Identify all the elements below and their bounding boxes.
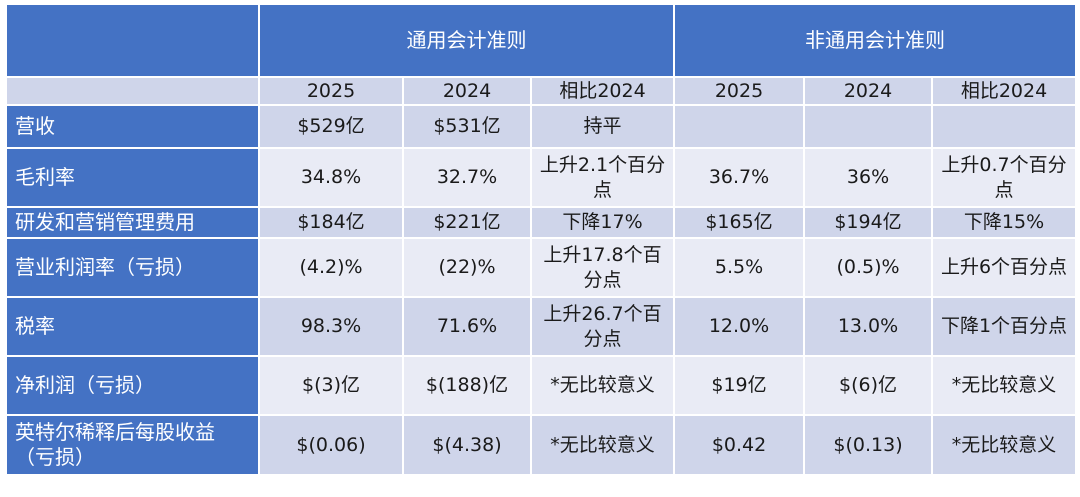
row-label: 英特尔稀释后每股收益（亏损） xyxy=(5,414,260,476)
row-label: 营收 xyxy=(5,104,260,149)
value-cell: 上升17.8个百分点 xyxy=(529,237,676,298)
corner-cell xyxy=(5,3,260,78)
year-header-cell: 2024 xyxy=(803,76,934,106)
value-cell: 71.6% xyxy=(402,296,532,357)
year-header-row: 2025 2024 相比2024 2025 2024 相比2024 xyxy=(5,76,1078,106)
value-cell: 12.0% xyxy=(673,296,806,357)
value-cell: *无比较意义 xyxy=(931,414,1078,476)
table-row: 毛利率 34.8% 32.7% 上升2.1个百分点 36.7% 36% 上升0.… xyxy=(5,147,1078,208)
value-cell: $165亿 xyxy=(673,206,806,239)
non-gaap-header: 非通用会计准则 xyxy=(673,3,1078,78)
table-row: 营业利润率（亏损） (4.2)% (22)% 上升17.8个百分点 5.5% (… xyxy=(5,237,1078,298)
year-corner-cell xyxy=(5,76,260,106)
year-header-cell: 2025 xyxy=(673,76,806,106)
value-cell xyxy=(931,104,1078,149)
value-cell: *无比较意义 xyxy=(529,355,676,416)
value-cell: 下降1个百分点 xyxy=(931,296,1078,357)
value-cell: $(188)亿 xyxy=(402,355,532,416)
table-row: 研发和营销管理费用 $184亿 $221亿 下降17% $165亿 $194亿 … xyxy=(5,206,1078,239)
value-cell xyxy=(803,104,934,149)
financial-comparison-table: 通用会计准则 非通用会计准则 2025 2024 相比2024 2025 202… xyxy=(5,3,1078,476)
value-cell: *无比较意义 xyxy=(529,414,676,476)
table-row: 英特尔稀释后每股收益（亏损） $(0.06) $(4.38) *无比较意义 $0… xyxy=(5,414,1078,476)
value-cell: 5.5% xyxy=(673,237,806,298)
value-cell: $221亿 xyxy=(402,206,532,239)
value-cell: $(0.13) xyxy=(803,414,934,476)
value-cell: 34.8% xyxy=(258,147,404,208)
value-cell: (22)% xyxy=(402,237,532,298)
gaap-header: 通用会计准则 xyxy=(257,3,676,78)
value-cell: 上升6个百分点 xyxy=(931,237,1078,298)
value-cell: $0.42 xyxy=(673,414,806,476)
value-cell: $(6)亿 xyxy=(803,355,934,416)
value-cell: 下降17% xyxy=(529,206,676,239)
value-cell: 36% xyxy=(803,147,934,208)
row-label: 净利润（亏损） xyxy=(5,355,260,416)
year-header-cell: 相比2024 xyxy=(529,76,676,106)
row-label: 毛利率 xyxy=(5,147,260,208)
row-label: 研发和营销管理费用 xyxy=(5,206,260,239)
value-cell: 98.3% xyxy=(258,296,404,357)
table-row: 税率 98.3% 71.6% 上升26.7个百分点 12.0% 13.0% 下降… xyxy=(5,296,1078,357)
value-cell: 13.0% xyxy=(803,296,934,357)
value-cell: *无比较意义 xyxy=(931,355,1078,416)
value-cell: $19亿 xyxy=(673,355,806,416)
year-header-cell: 2024 xyxy=(402,76,532,106)
year-header-cell: 相比2024 xyxy=(931,76,1078,106)
table-row: 净利润（亏损） $(3)亿 $(188)亿 *无比较意义 $19亿 $(6)亿 … xyxy=(5,355,1078,416)
group-header-row: 通用会计准则 非通用会计准则 xyxy=(5,3,1078,78)
value-cell: 持平 xyxy=(529,104,676,149)
value-cell: (4.2)% xyxy=(258,237,404,298)
value-cell: 36.7% xyxy=(673,147,806,208)
value-cell: $531亿 xyxy=(402,104,532,149)
value-cell: 上升0.7个百分点 xyxy=(931,147,1078,208)
value-cell: $184亿 xyxy=(258,206,404,239)
value-cell: 32.7% xyxy=(402,147,532,208)
year-header-cell: 2025 xyxy=(258,76,404,106)
value-cell: 上升26.7个百分点 xyxy=(529,296,676,357)
row-label: 营业利润率（亏损） xyxy=(5,237,260,298)
value-cell: 下降15% xyxy=(931,206,1078,239)
value-cell: $194亿 xyxy=(803,206,934,239)
value-cell: (0.5)% xyxy=(803,237,934,298)
value-cell: 上升2.1个百分点 xyxy=(529,147,676,208)
value-cell xyxy=(673,104,806,149)
value-cell: $529亿 xyxy=(258,104,404,149)
row-label: 税率 xyxy=(5,296,260,357)
value-cell: $(4.38) xyxy=(402,414,532,476)
table-row: 营收 $529亿 $531亿 持平 xyxy=(5,104,1078,149)
value-cell: $(0.06) xyxy=(258,414,404,476)
value-cell: $(3)亿 xyxy=(258,355,404,416)
